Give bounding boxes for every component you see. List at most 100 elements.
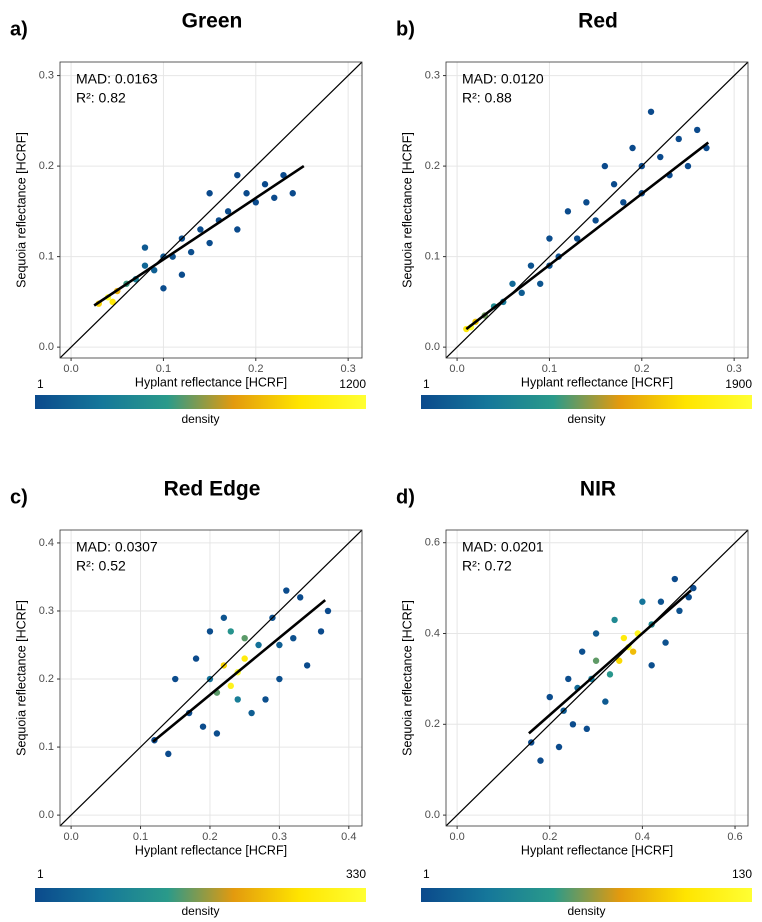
point: [206, 190, 213, 197]
y-tick-label: 0.4: [39, 537, 54, 549]
colorbar: [421, 888, 752, 902]
point: [141, 244, 149, 251]
one-to-one-line: [446, 530, 748, 826]
point: [639, 598, 646, 605]
point: [573, 235, 581, 242]
point: [160, 285, 167, 292]
y-tick-label: 0.1: [39, 251, 54, 263]
x-axis-title: Hyplant reflectance [HCRF]: [135, 843, 287, 857]
point: [592, 217, 599, 224]
colorbar-min: 1: [37, 867, 44, 881]
annotation: MAD: 0.0201: [462, 539, 544, 555]
x-tick-label: 0.1: [156, 363, 171, 375]
point: [583, 725, 591, 733]
y-tick-label: 0.1: [39, 741, 54, 753]
y-tick-label: 0.0: [39, 809, 54, 821]
point: [243, 190, 250, 197]
x-tick-label: 0.3: [340, 363, 355, 375]
point: [537, 757, 544, 764]
annotation: MAD: 0.0120: [462, 71, 544, 87]
panel: a) Green 0.0 0.1 0.2 0.3 0.0 0.1 0.2 0.3 MAD: 0.01…: [10, 10, 366, 427]
point: [297, 594, 304, 601]
panel: d) NIR 0.0 0.2 0.4 0.6 0.0 0.2 0.4 0.6 MAD: 0.0201…: [396, 478, 752, 919]
y-tick-label: 0.3: [39, 69, 54, 81]
colorbar-max: 1200: [339, 377, 366, 391]
x-tick-label: 0.4: [635, 831, 650, 843]
point: [564, 208, 572, 215]
point: [206, 239, 213, 247]
point: [620, 199, 627, 206]
colorbar-title: density: [567, 412, 605, 426]
panel-title: NIR: [580, 478, 616, 501]
point: [694, 126, 701, 134]
point: [527, 262, 535, 269]
annotation: MAD: 0.0307: [76, 539, 158, 555]
point: [592, 630, 600, 637]
y-axis-title: Sequoia reflectance [HCRF]: [14, 600, 28, 756]
point: [289, 190, 296, 197]
point: [303, 662, 311, 669]
panel: b) Red 0.0 0.1 0.2 0.3 0.0 0.1 0.2 0.3 MAD: 0.0120…: [396, 10, 752, 427]
point: [537, 280, 544, 287]
colorbar: [35, 888, 366, 902]
annotation: R²: 0.72: [462, 558, 512, 574]
point: [569, 721, 577, 728]
x-tick-label: 0.0: [63, 363, 78, 375]
panel-label: b): [396, 18, 415, 40]
point: [234, 226, 241, 233]
point: [601, 162, 609, 170]
fit-line: [152, 599, 327, 743]
y-tick-label: 0.0: [425, 341, 440, 353]
point: [241, 655, 248, 662]
panel-title: Red: [578, 10, 618, 33]
point: [192, 655, 200, 662]
point: [199, 723, 207, 730]
point: [224, 208, 232, 215]
point: [283, 587, 290, 594]
point: [647, 108, 655, 115]
point: [685, 593, 692, 601]
point: [178, 271, 186, 278]
colorbar-min: 1: [423, 377, 430, 391]
y-tick-label: 0.3: [39, 605, 54, 617]
point: [509, 280, 516, 287]
x-tick-label: 0.1: [542, 363, 557, 375]
panel-title: Red Edge: [164, 478, 261, 501]
x-tick-label: 0.2: [248, 363, 263, 375]
points: [446, 530, 748, 826]
x-tick-label: 0.1: [133, 831, 148, 843]
fit-line: [528, 589, 692, 735]
point: [255, 641, 262, 649]
panel-label: a): [10, 18, 28, 40]
plot-border: [445, 61, 749, 359]
y-tick-label: 0.0: [39, 341, 54, 353]
colorbar-min: 1: [423, 867, 430, 881]
colorbar-min: 1: [37, 377, 44, 391]
y-tick-label: 0.2: [425, 718, 440, 730]
panel-title: Green: [182, 10, 243, 33]
points: [446, 62, 748, 358]
point: [324, 607, 332, 615]
point: [165, 750, 172, 758]
one-to-one-line: [60, 62, 362, 358]
x-tick-label: 0.0: [449, 363, 464, 375]
one-to-one-line: [60, 530, 362, 826]
point: [234, 696, 241, 703]
point: [141, 262, 149, 269]
point: [606, 671, 614, 678]
point: [620, 634, 628, 642]
x-tick-label: 0.3: [272, 831, 287, 843]
colorbar: [421, 395, 752, 409]
point: [197, 226, 204, 233]
y-tick-label: 0.3: [425, 69, 440, 81]
point: [675, 135, 682, 143]
annotation: R²: 0.88: [462, 90, 512, 106]
point: [611, 616, 618, 624]
plot-border: [59, 529, 363, 827]
point: [610, 181, 618, 188]
point: [227, 628, 234, 635]
point: [662, 639, 669, 646]
x-tick-label: 0.4: [341, 831, 356, 843]
panel-label: c): [10, 486, 28, 508]
plot-border: [445, 529, 749, 827]
